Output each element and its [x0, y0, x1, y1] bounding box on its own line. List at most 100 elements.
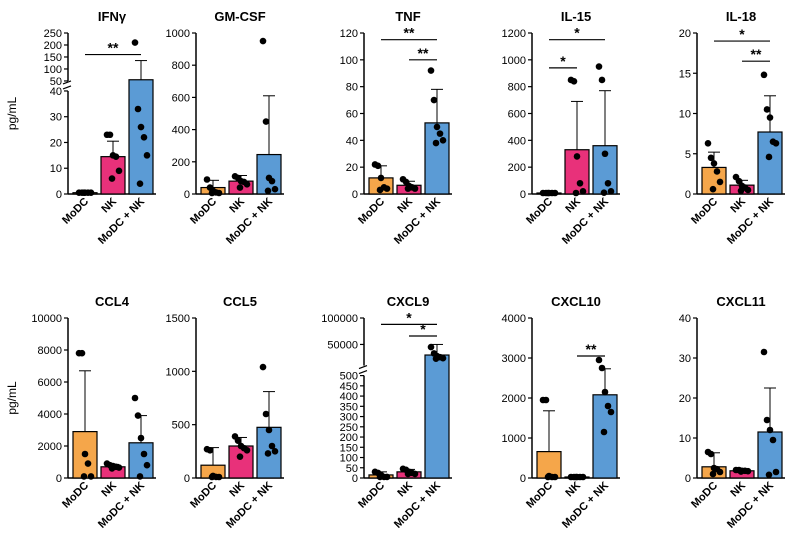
data-point: [765, 153, 773, 161]
data-point: [772, 468, 780, 476]
data-point: [143, 461, 151, 469]
data-point: [136, 473, 144, 480]
data-point: [108, 465, 116, 472]
y-tick-label: 0: [352, 473, 358, 485]
panel-title: CXCL10: [551, 294, 601, 309]
data-point: [84, 460, 92, 467]
data-point: [264, 450, 272, 457]
data-point: [604, 402, 612, 410]
y-tick-label: 0: [184, 473, 190, 485]
y-tick-label: 40: [50, 86, 62, 98]
data-point: [432, 139, 440, 147]
y-tick-label: 8000: [38, 345, 62, 357]
y-tick-label: 1000: [166, 28, 190, 40]
y-tick-label: 1000: [502, 55, 526, 67]
y-tick-label: 500: [172, 420, 190, 432]
x-category-label: MoDC: [689, 196, 720, 227]
data-point: [106, 131, 114, 139]
data-point: [576, 179, 584, 187]
y-tick-label: 1200: [502, 28, 526, 40]
data-point: [271, 185, 279, 193]
y-tick-label: 100: [340, 55, 358, 67]
y-tick-label: 100: [340, 453, 358, 465]
bar-modc-nk: [424, 354, 450, 479]
data-point: [607, 188, 615, 195]
significance-label: **: [108, 40, 119, 56]
data-point: [595, 63, 603, 70]
x-category-label: MoDC: [60, 480, 91, 511]
x-category-label: NK: [99, 480, 119, 500]
bar-nk: [100, 156, 126, 195]
y-tick-label: 10: [50, 163, 62, 175]
x-category-label: NK: [99, 196, 119, 216]
axis-break-mark: [358, 370, 368, 375]
y-tick-label: 250: [44, 28, 62, 40]
data-point: [115, 464, 123, 471]
data-point: [709, 470, 717, 478]
x-category-label: NK: [563, 196, 583, 216]
data-point: [131, 39, 139, 46]
data-point: [271, 448, 279, 455]
y-tick-label: 1000: [166, 366, 190, 378]
data-point: [259, 37, 267, 45]
y-tick-label: 4000: [38, 409, 62, 421]
y-tick-label: 30: [50, 112, 62, 124]
y-tick-label: 200: [44, 40, 62, 52]
data-point: [551, 473, 559, 481]
y-tick-label: 15: [679, 68, 691, 80]
data-point: [760, 71, 768, 79]
data-point: [265, 426, 273, 434]
y-tick-label: 40: [346, 135, 358, 147]
bar-modc-nk: [592, 394, 618, 479]
y-tick-label: 10000: [31, 313, 62, 325]
data-point: [136, 180, 144, 187]
y-tick-label: 400: [508, 135, 526, 147]
significance-label: *: [739, 26, 745, 42]
data-point: [737, 187, 745, 195]
x-category-label: NK: [563, 480, 583, 500]
y-tick-label: 400: [172, 125, 190, 137]
data-point: [376, 473, 384, 481]
y-tick-label: 300: [340, 412, 358, 424]
data-point: [604, 179, 612, 187]
x-category-label: NK: [227, 196, 247, 216]
y-tick-label: 2000: [502, 393, 526, 405]
panel-title: TNF: [395, 9, 420, 24]
data-point: [234, 437, 242, 444]
x-category-label: MoDC: [524, 480, 555, 511]
y-tick-label: 50: [346, 463, 358, 475]
y-tick-label: 600: [172, 92, 190, 104]
data-point: [208, 473, 216, 481]
data-point: [404, 470, 412, 478]
data-point: [763, 416, 771, 424]
x-category-label: MoDC: [689, 480, 720, 511]
y-tick-label: 200: [508, 162, 526, 174]
significance-label: *: [420, 321, 426, 337]
data-point: [236, 184, 244, 191]
y-tick-label: 250: [340, 422, 358, 434]
data-point: [215, 473, 223, 481]
data-point: [572, 189, 580, 197]
data-point: [268, 177, 276, 185]
panel-title: CXCL9: [387, 294, 430, 309]
y-tick-label: 0: [685, 473, 691, 485]
data-point: [542, 396, 550, 404]
y-tick-label: 20: [679, 393, 691, 405]
data-point: [544, 189, 552, 197]
significance-label: **: [404, 25, 415, 41]
data-point: [377, 174, 385, 182]
y-tick-label: 1000: [502, 433, 526, 445]
data-point: [81, 450, 89, 458]
y-tick-label: 0: [56, 189, 62, 201]
data-point: [766, 426, 774, 434]
data-point: [766, 114, 774, 121]
data-point: [744, 186, 752, 194]
y-tick-label: 150: [340, 442, 358, 454]
y-tick-label: 3000: [502, 353, 526, 365]
y-tick-label: 6000: [38, 377, 62, 389]
data-point: [436, 130, 444, 137]
